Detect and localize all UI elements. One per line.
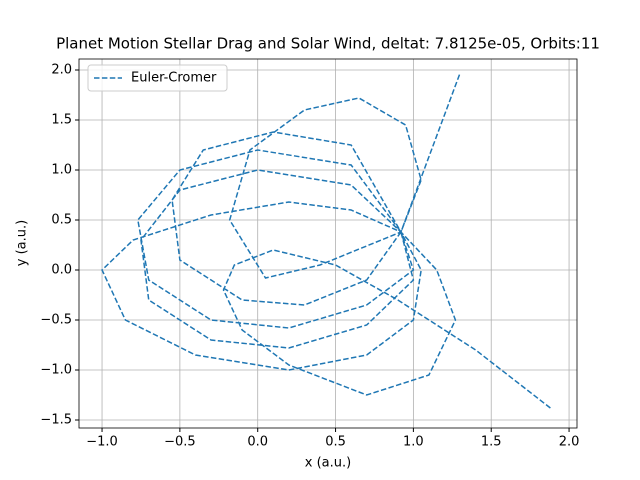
x-tick-label: 0.5 <box>325 435 346 450</box>
x-axis-label: x (a.u.) <box>305 456 351 471</box>
y-tick-label: 2.0 <box>51 63 72 78</box>
y-axis-label: y (a.u.) <box>15 220 30 266</box>
x-tick-label: 1.5 <box>481 435 502 450</box>
y-tick-label: 0.0 <box>51 263 72 278</box>
y-tick-label: −1.5 <box>40 413 72 428</box>
y-tick-label: 0.5 <box>51 213 72 228</box>
y-tick-label: −1.0 <box>40 363 72 378</box>
x-tick-label: −0.5 <box>164 435 196 450</box>
axes-frame <box>78 58 578 429</box>
x-tick-label: 0.0 <box>247 435 268 450</box>
x-tick-label: 2.0 <box>559 435 580 450</box>
trajectory <box>101 72 551 409</box>
legend-box <box>87 64 228 92</box>
y-tick-label: 1.0 <box>51 163 72 178</box>
y-tick-label: 1.5 <box>51 113 72 128</box>
legend-label: Euler-Cromer <box>131 71 217 86</box>
x-tick-label: −1.0 <box>86 435 118 450</box>
chart-title: Planet Motion Stellar Drag and Solar Win… <box>56 35 600 53</box>
x-tick-label: 1.0 <box>403 435 424 450</box>
y-tick-label: −0.5 <box>40 313 72 328</box>
